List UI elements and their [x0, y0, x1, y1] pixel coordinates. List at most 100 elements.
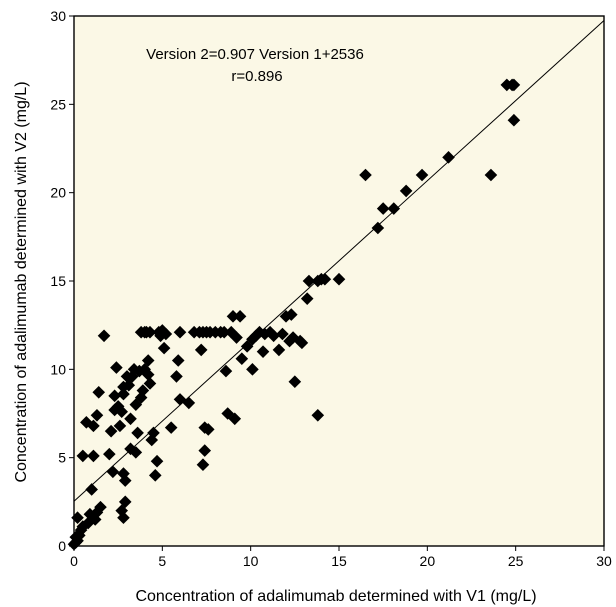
data-point: [111, 400, 125, 413]
data-point: [258, 327, 272, 341]
data-point: [194, 343, 208, 357]
regression-line: [73, 20, 605, 502]
data-point: [117, 467, 130, 480]
data-point: [147, 426, 160, 440]
data-point: [507, 78, 521, 92]
data-point: [87, 449, 100, 463]
data-point: [302, 274, 316, 288]
data-point: [154, 329, 167, 343]
axis-ticks: 0 5 10 15 20 25 30 0 5 10 15 20 25 30: [50, 8, 612, 569]
data-point: [170, 370, 183, 383]
data-point: [246, 363, 259, 376]
data-point: [387, 202, 401, 215]
regression-equation: Version 2=0.907 Version 1+2536: [146, 46, 364, 63]
data-point: [279, 310, 293, 323]
data-point: [148, 469, 162, 482]
data-point: [359, 168, 372, 182]
y-tick-label: 5: [58, 450, 66, 466]
correlation-coefficient: r=0.896: [231, 68, 282, 85]
x-tick-label: 20: [420, 553, 436, 569]
data-point: [134, 391, 148, 404]
data-point: [267, 329, 280, 343]
data-point: [76, 520, 90, 533]
y-tick-label: 15: [50, 273, 66, 289]
data-point: [228, 412, 242, 426]
y-tick-label: 10: [50, 361, 66, 377]
data-point: [198, 444, 212, 457]
data-point: [295, 336, 309, 350]
data-point: [141, 354, 155, 367]
data-point: [272, 343, 286, 357]
data-point: [173, 325, 187, 339]
x-tick-label: 25: [508, 553, 524, 569]
data-point: [88, 513, 102, 526]
data-point: [371, 221, 385, 235]
data-point: [171, 354, 185, 367]
data-point: [113, 419, 127, 433]
data-point: [159, 327, 173, 341]
data-point: [117, 511, 130, 525]
data-point: [106, 465, 120, 479]
data-point: [141, 368, 155, 381]
data-point: [399, 184, 413, 198]
data-point: [221, 407, 234, 420]
data-point: [283, 334, 296, 348]
data-point: [484, 168, 498, 182]
data-point: [156, 324, 169, 337]
data-point: [90, 408, 104, 422]
data-point: [126, 370, 139, 383]
data-point: [94, 500, 107, 514]
data-point: [219, 364, 233, 378]
data-point: [285, 308, 298, 321]
data-point: [182, 396, 196, 410]
data-point: [256, 345, 270, 358]
data-point: [442, 151, 455, 164]
data-point: [507, 113, 521, 127]
data-point: [76, 449, 90, 463]
data-point: [300, 292, 314, 305]
x-tick-label: 15: [331, 553, 347, 569]
data-point: [217, 325, 231, 339]
data-point: [249, 329, 263, 343]
data-point: [115, 405, 128, 419]
y-axis-label: Concentration of adalimumab determined w…: [13, 81, 30, 482]
data-point: [124, 412, 137, 426]
x-tick-label: 30: [596, 553, 612, 569]
data-point: [164, 421, 178, 434]
data-point: [136, 384, 150, 397]
x-tick-label: 0: [70, 553, 78, 569]
data-point: [150, 454, 164, 468]
data-points: [67, 78, 521, 551]
data-point: [108, 389, 121, 403]
data-point: [143, 325, 157, 339]
data-point: [226, 310, 240, 323]
y-tick-label: 0: [58, 538, 66, 554]
data-point: [129, 398, 143, 411]
data-point: [196, 458, 210, 472]
data-point: [110, 361, 123, 374]
data-point: [311, 408, 325, 422]
data-point: [332, 272, 346, 286]
data-point: [97, 329, 111, 343]
data-point: [233, 310, 247, 323]
y-tick-label: 25: [50, 96, 66, 112]
data-point: [118, 495, 132, 509]
data-point: [276, 327, 289, 341]
data-point: [81, 516, 95, 530]
data-point: [143, 377, 157, 390]
x-axis-label: Concentration of adalimumab determined w…: [135, 588, 536, 605]
data-point: [122, 378, 136, 392]
data-point: [376, 202, 390, 215]
y-tick-label: 20: [50, 185, 66, 201]
data-point: [415, 168, 429, 182]
data-point: [201, 423, 215, 436]
x-tick-label: 10: [243, 553, 259, 569]
y-tick-label: 30: [50, 8, 66, 24]
data-point: [87, 419, 100, 433]
data-point: [85, 483, 98, 496]
data-point: [90, 506, 104, 519]
data-point: [235, 352, 249, 366]
data-point: [246, 333, 259, 346]
x-tick-label: 5: [158, 553, 166, 569]
